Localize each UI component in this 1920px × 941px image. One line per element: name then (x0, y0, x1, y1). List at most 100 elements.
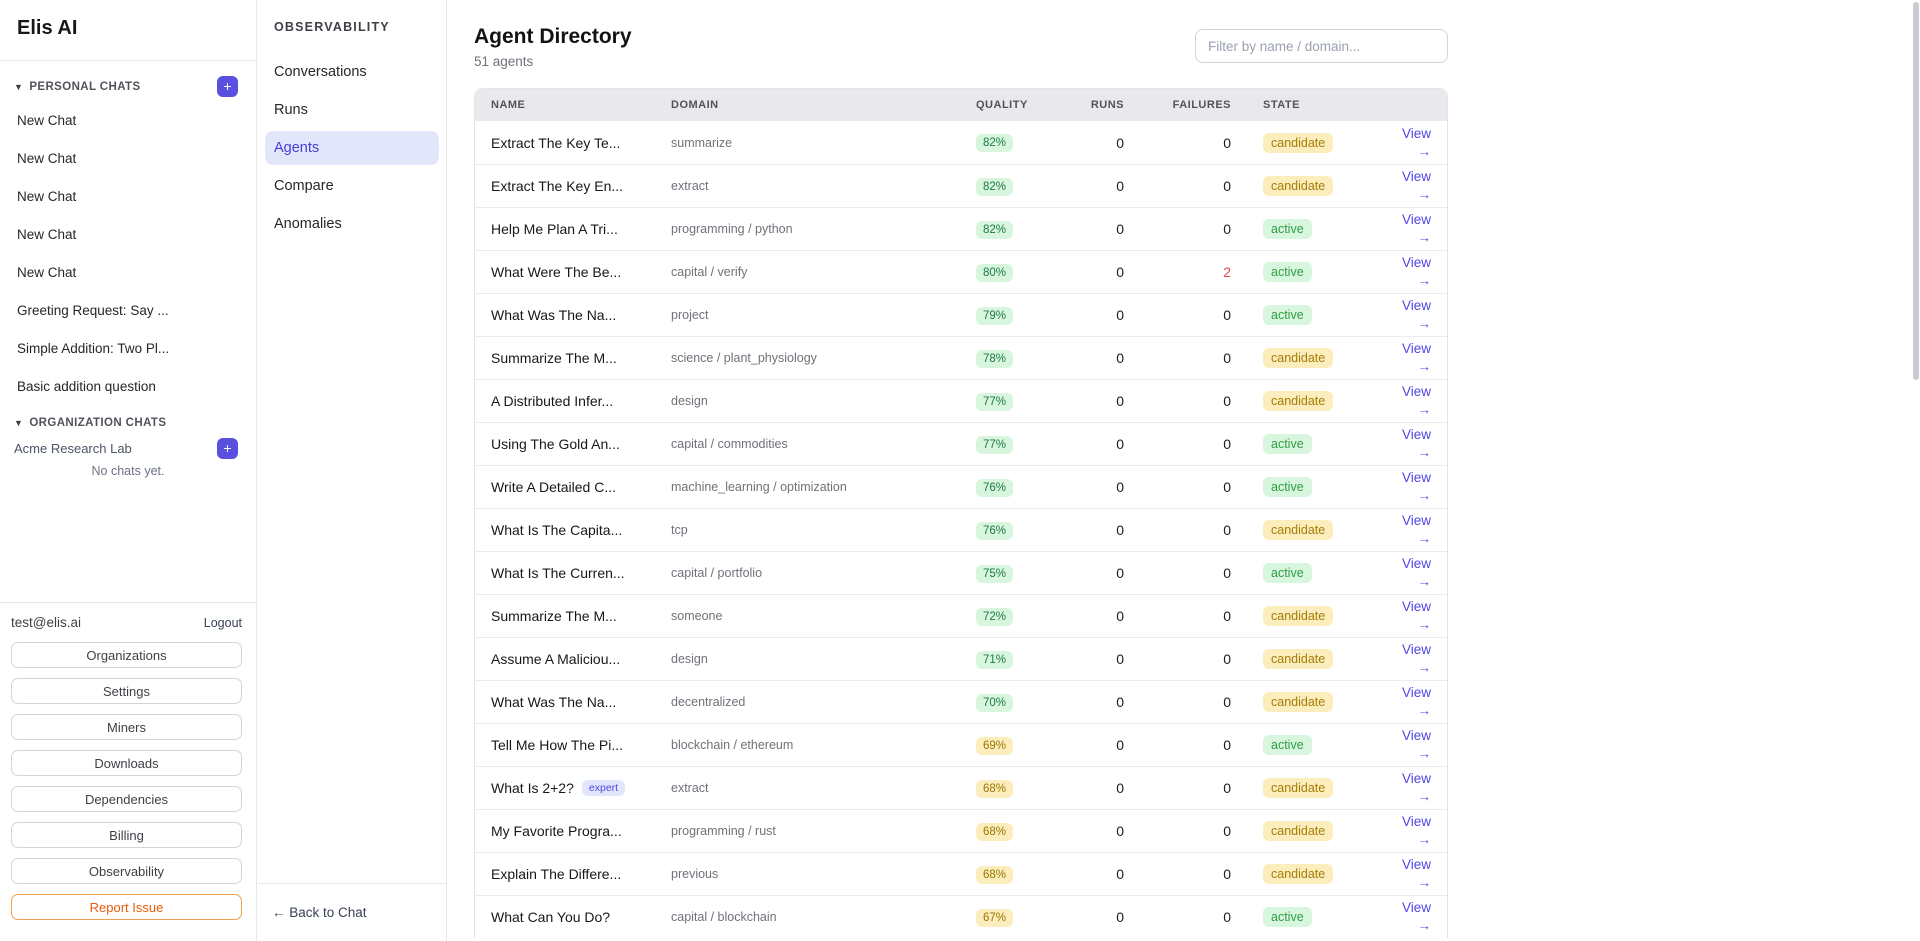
agent-domain: capital / blockchain (671, 910, 777, 924)
agent-domain: design (671, 394, 708, 408)
chat-item[interactable]: New Chat (17, 112, 77, 128)
state-badge: active (1263, 735, 1312, 755)
add-org-chat-button[interactable]: + (217, 437, 238, 459)
back-to-chat-link[interactable]: ← Back to Chat (272, 905, 367, 920)
divider (0, 60, 256, 61)
sidebar-item-conversations[interactable]: Conversations (274, 64, 367, 80)
view-link[interactable]: View → (1401, 642, 1431, 675)
sidebar-item-agents[interactable]: Agents (265, 131, 439, 165)
agent-name: A Distributed Infer... (491, 393, 614, 409)
failures-value: 0 (1223, 522, 1231, 538)
sidebar-item-runs[interactable]: Runs (274, 102, 308, 118)
agent-name: Summarize The M... (491, 608, 617, 624)
view-link[interactable]: View → (1401, 341, 1431, 374)
dependencies-button[interactable]: Dependencies (11, 786, 242, 812)
view-link[interactable]: View → (1401, 771, 1431, 804)
agent-domain: capital / verify (671, 265, 748, 279)
view-link[interactable]: View → (1401, 427, 1431, 460)
view-link[interactable]: View → (1401, 125, 1431, 159)
view-link[interactable]: View → (1401, 255, 1431, 288)
agent-domain: extract (671, 179, 709, 193)
miners-button[interactable]: Miners (11, 714, 242, 740)
quality-badge: 67% (976, 908, 1014, 927)
table-row: What Is The Curren... capital / portfoli… (475, 551, 1447, 594)
failures-value: 0 (1223, 780, 1231, 796)
state-badge: candidate (1263, 778, 1334, 798)
view-link[interactable]: View → (1401, 900, 1431, 933)
sidebar-menu: Organizations Settings Miners Downloads Depe… (11, 642, 242, 920)
logout-button[interactable]: Logout (203, 615, 242, 630)
view-link[interactable]: View → (1401, 685, 1431, 718)
chat-item[interactable]: New Chat (17, 264, 77, 280)
view-link[interactable]: View → (1401, 384, 1431, 417)
vertical-scrollbar[interactable] (1913, 2, 1919, 380)
table-row: Help Me Plan A Tri... programming / pyth… (475, 207, 1447, 250)
view-link[interactable]: View → (1401, 814, 1431, 847)
agent-domain: decentralized (671, 695, 746, 709)
failures-value: 0 (1223, 350, 1231, 366)
agent-name: Write A Detailed C... (491, 479, 617, 495)
view-link[interactable]: View → (1401, 470, 1431, 503)
table-row: Summarize The M... science / plant_physi… (475, 336, 1447, 379)
chat-item[interactable]: Simple Addition: Two Pl... (17, 340, 170, 356)
quality-badge: 68% (976, 822, 1014, 841)
view-link[interactable]: View → (1401, 298, 1431, 331)
settings-button[interactable]: Settings (11, 678, 242, 704)
failures-value: 0 (1223, 909, 1231, 925)
chat-item[interactable]: Greeting Request: Say ... (17, 302, 169, 318)
sidebar-item-anomalies[interactable]: Anomalies (274, 216, 342, 232)
quality-badge: 82% (976, 134, 1014, 152)
table-row: What Were The Be... capital / verify 80%… (475, 250, 1447, 293)
failures-value: 0 (1223, 393, 1231, 409)
add-personal-chat-button[interactable]: + (217, 76, 238, 97)
main-content: Agent Directory 51 agents NAME DOMAIN QUAL… (448, 0, 1920, 941)
state-badge: active (1263, 305, 1312, 325)
view-link[interactable]: View → (1401, 728, 1431, 761)
runs-value: 0 (1116, 307, 1124, 323)
table-row: Write A Detailed C... machine_learning /… (475, 465, 1447, 508)
view-link[interactable]: View → (1401, 857, 1431, 890)
failures-value: 0 (1223, 608, 1231, 624)
view-link[interactable]: View → (1401, 556, 1431, 589)
view-link[interactable]: View → (1401, 599, 1431, 632)
quality-badge: 76% (976, 521, 1014, 540)
table-row: Extract The Key En... extract 82% 0 0 ca… (475, 164, 1447, 207)
filter-input[interactable] (1195, 29, 1448, 63)
table-row: What Is The Capita... tcp 76% 0 0 candid… (475, 508, 1447, 551)
table-row: Extract The Key Te... summarize 82% 0 0 … (475, 121, 1447, 164)
observability-footer: ← Back to Chat (258, 883, 446, 941)
chat-item[interactable]: New Chat (17, 226, 77, 242)
table-row: What Is 2+2? expert extract 68% 0 0 cand… (475, 766, 1447, 809)
observability-button[interactable]: Observability (11, 858, 242, 884)
chat-item[interactable]: Basic addition question (17, 378, 156, 394)
state-badge: candidate (1263, 692, 1334, 712)
failures-value: 0 (1223, 823, 1231, 839)
agent-name: What Was The Na... (491, 307, 617, 323)
report-issue-button[interactable]: Report Issue (11, 894, 242, 920)
view-link[interactable]: View → (1401, 169, 1431, 202)
agent-count: 51 agents (474, 54, 534, 69)
agent-name: Tell Me How The Pi... (491, 737, 624, 753)
agent-domain: previous (671, 867, 719, 881)
chat-item[interactable]: New Chat (17, 188, 77, 204)
state-badge: candidate (1263, 391, 1334, 411)
billing-button[interactable]: Billing (11, 822, 242, 848)
sidebar-item-compare[interactable]: Compare (274, 178, 334, 194)
agent-name: Explain The Differe... (491, 866, 622, 882)
app-brand: Elis AI (17, 17, 78, 39)
chat-item[interactable]: New Chat (17, 150, 77, 166)
runs-value: 0 (1116, 823, 1124, 839)
view-link[interactable]: View → (1401, 212, 1431, 245)
organizations-button[interactable]: Organizations (11, 642, 242, 668)
agent-name: What Is The Capita... (491, 522, 623, 538)
personal-chats-toggle[interactable]: ▼ PERSONAL CHATS (14, 81, 141, 93)
downloads-button[interactable]: Downloads (11, 750, 242, 776)
agent-name: Help Me Plan A Tri... (491, 221, 618, 237)
table-row: Summarize The M... someone 72% 0 0 candi… (475, 594, 1447, 637)
view-link[interactable]: View → (1401, 513, 1431, 546)
quality-badge: 77% (976, 392, 1014, 411)
agent-name: What Is The Curren... (491, 565, 625, 581)
table-row: My Favorite Progra... programming / rust… (475, 809, 1447, 852)
org-chats-toggle[interactable]: ▼ ORGANIZATION CHATS (14, 417, 166, 429)
agent-table: NAME DOMAIN QUALITY RUNS FAILURES STATE Extra… (474, 88, 1448, 938)
